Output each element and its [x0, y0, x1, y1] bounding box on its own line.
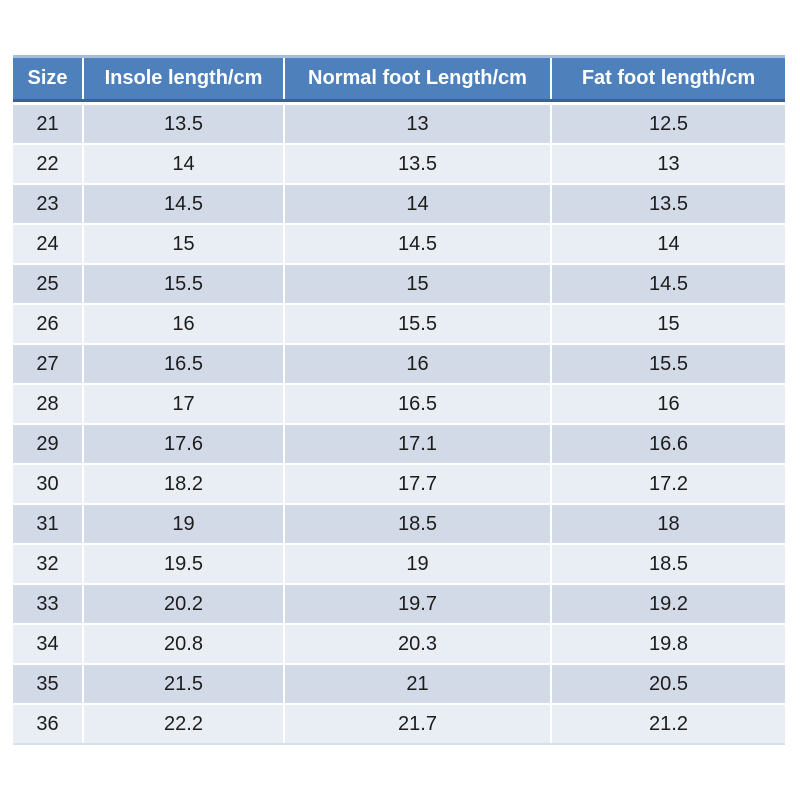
- table-cell: 15: [84, 225, 283, 263]
- column-header-normal-foot-length: Normal foot Length/cm: [285, 58, 550, 99]
- size-cell: 21: [13, 105, 82, 143]
- column-header-fat-foot-length: Fat foot length/cm: [552, 58, 785, 99]
- size-cell: 22: [13, 145, 82, 183]
- table-row: 34 20.8 20.3 19.8: [13, 625, 785, 663]
- table-cell: 21.5: [84, 665, 283, 703]
- table-row: 30 18.2 17.7 17.2: [13, 465, 785, 503]
- table-row: 21 13.5 13 12.5: [13, 105, 785, 143]
- table-cell: 16.6: [552, 425, 785, 463]
- size-cell: 35: [13, 665, 82, 703]
- table-cell: 15: [552, 305, 785, 343]
- table-row: 29 17.6 17.1 16.6: [13, 425, 785, 463]
- size-cell: 29: [13, 425, 82, 463]
- table-row: 27 16.5 16 15.5: [13, 345, 785, 383]
- table-cell: 16: [552, 385, 785, 423]
- table-cell: 21: [285, 665, 550, 703]
- table-row: 33 20.2 19.7 19.2: [13, 585, 785, 623]
- column-header-insole-length: Insole length/cm: [84, 58, 283, 99]
- size-cell: 26: [13, 305, 82, 343]
- table-cell: 14.5: [84, 185, 283, 223]
- table-cell: 20.5: [552, 665, 785, 703]
- table-cell: 18.2: [84, 465, 283, 503]
- table-row: 25 15.5 15 14.5: [13, 265, 785, 303]
- table-row: 23 14.5 14 13.5: [13, 185, 785, 223]
- table-cell: 20.8: [84, 625, 283, 663]
- table-cell: 17.7: [285, 465, 550, 503]
- table-cell: 13.5: [285, 145, 550, 183]
- table-cell: 15.5: [285, 305, 550, 343]
- size-cell: 36: [13, 705, 82, 743]
- table-header-row: Size Insole length/cm Normal foot Length…: [13, 55, 785, 102]
- table-cell: 15.5: [84, 265, 283, 303]
- table-cell: 12.5: [552, 105, 785, 143]
- size-cell: 30: [13, 465, 82, 503]
- size-cell: 27: [13, 345, 82, 383]
- table-row: 36 22.2 21.7 21.2: [13, 705, 785, 743]
- table-row: 24 15 14.5 14: [13, 225, 785, 263]
- table-cell: 15.5: [552, 345, 785, 383]
- table-cell: 18: [552, 505, 785, 543]
- table-cell: 14.5: [552, 265, 785, 303]
- table-cell: 22.2: [84, 705, 283, 743]
- table-cell: 17.2: [552, 465, 785, 503]
- table-cell: 20.3: [285, 625, 550, 663]
- table-cell: 21.7: [285, 705, 550, 743]
- table-cell: 17.1: [285, 425, 550, 463]
- size-cell: 34: [13, 625, 82, 663]
- size-cell: 25: [13, 265, 82, 303]
- table-cell: 14: [552, 225, 785, 263]
- table-cell: 14.5: [285, 225, 550, 263]
- table-cell: 17: [84, 385, 283, 423]
- table-cell: 19.8: [552, 625, 785, 663]
- size-cell: 24: [13, 225, 82, 263]
- table-cell: 15: [285, 265, 550, 303]
- table-cell: 19: [285, 545, 550, 583]
- table-cell: 16: [84, 305, 283, 343]
- table-cell: 20.2: [84, 585, 283, 623]
- size-cell: 32: [13, 545, 82, 583]
- table-cell: 16.5: [285, 385, 550, 423]
- table-body: 21 13.5 13 12.5 22 14 13.5 13 23 14.5 14 13.5 24 15 14…: [13, 105, 785, 745]
- table-cell: 16.5: [84, 345, 283, 383]
- table-cell: 19: [84, 505, 283, 543]
- table-row: 31 19 18.5 18: [13, 505, 785, 543]
- table-cell: 13.5: [552, 185, 785, 223]
- size-cell: 33: [13, 585, 82, 623]
- table-cell: 21.2: [552, 705, 785, 743]
- table-cell: 19.5: [84, 545, 283, 583]
- table-cell: 14: [84, 145, 283, 183]
- table-row: 26 16 15.5 15: [13, 305, 785, 343]
- size-cell: 31: [13, 505, 82, 543]
- table-row: 35 21.5 21 20.5: [13, 665, 785, 703]
- table-cell: 17.6: [84, 425, 283, 463]
- column-header-size: Size: [13, 58, 82, 99]
- table-row: 32 19.5 19 18.5: [13, 545, 785, 583]
- table-cell: 14: [285, 185, 550, 223]
- table-cell: 13: [285, 105, 550, 143]
- table-row: 22 14 13.5 13: [13, 145, 785, 183]
- size-cell: 23: [13, 185, 82, 223]
- table-cell: 19.7: [285, 585, 550, 623]
- size-chart-table: Size Insole length/cm Normal foot Length…: [13, 55, 785, 745]
- table-row: 28 17 16.5 16: [13, 385, 785, 423]
- table-cell: 13: [552, 145, 785, 183]
- table-cell: 13.5: [84, 105, 283, 143]
- table-cell: 18.5: [285, 505, 550, 543]
- size-cell: 28: [13, 385, 82, 423]
- table-cell: 16: [285, 345, 550, 383]
- table-cell: 19.2: [552, 585, 785, 623]
- table-cell: 18.5: [552, 545, 785, 583]
